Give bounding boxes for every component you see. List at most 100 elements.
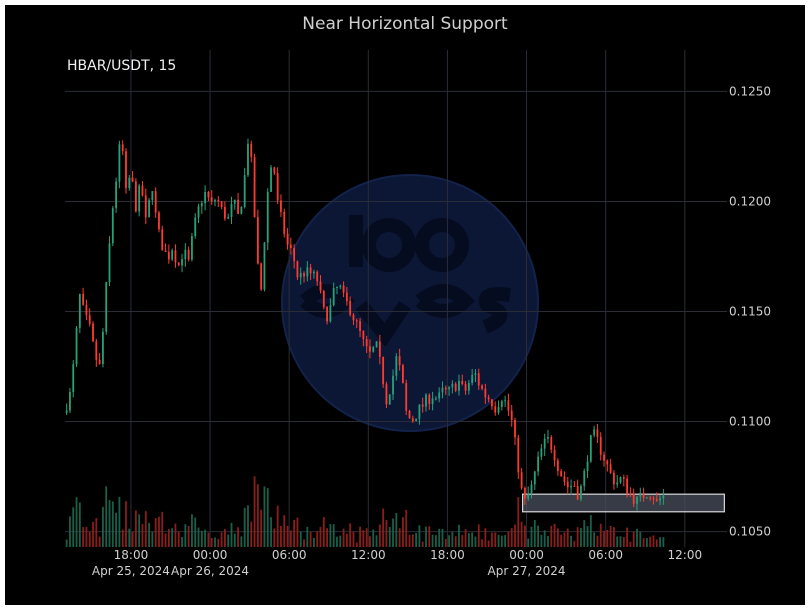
candle-body [98,359,101,365]
volume-bar [263,486,266,547]
volume-bar [167,528,170,547]
volume-bar [230,522,233,547]
candle-body [204,192,207,204]
volume-bar [349,523,352,547]
candle-body [276,173,279,201]
volume-bar [194,517,197,547]
candle-body [655,499,658,501]
candle-body [580,485,582,500]
candle-body [458,380,460,391]
candle-body [583,470,586,486]
candle-body [586,461,589,471]
volume-bar [655,539,658,547]
candle-body [233,199,236,204]
candle-body [105,282,108,332]
candle-body [556,460,559,472]
volume-bar [451,531,454,547]
x-tick-time-label: 12:00 [351,548,386,562]
volume-bar [177,531,180,547]
x-tick-time-label: 06:00 [588,548,623,562]
candle-body [596,429,599,437]
candle-body [514,419,516,438]
volume-bar [128,528,131,547]
volume-bar [626,527,629,547]
volume-bar [632,531,635,547]
volume-bar [85,526,88,547]
candle-body [481,385,483,389]
candle-body [167,251,170,260]
volume-bar [405,509,408,547]
candle-body [402,365,404,384]
candle-body [603,454,605,461]
volume-bar [411,534,414,547]
volume-bar [158,516,160,547]
candle-body [609,464,612,473]
volume-bar [306,526,309,547]
candle-body [240,206,243,214]
candle-body [573,485,576,487]
candle-body [428,394,431,405]
volume-bar [566,528,569,547]
volume-bar [329,524,332,547]
volume-bar [408,535,411,547]
volume-bar [217,539,220,547]
volume-bar [108,500,111,547]
candle-body [316,271,319,282]
volume-bar [227,534,230,547]
candle-body [237,199,239,214]
candle-body [523,487,526,499]
volume-bar [596,535,599,547]
candle-body [72,364,75,393]
support-zone-box [521,493,725,513]
candle-body [385,384,388,405]
volume-bar [458,524,460,547]
volume-bar [454,536,457,547]
x-tick-time-label: 12:00 [668,548,703,562]
candle-body [260,263,263,290]
support-zone-layer [521,493,725,513]
candlestick-chart: 0.1250 0.1200 0.1150 0.1100 0.1050 18:00 Apr … [65,14,771,578]
candle-body [299,273,302,278]
candle-body [164,250,167,252]
volume-bar [273,528,276,547]
volume-bar [88,531,91,547]
y-tick-label: 0.1050 [729,525,771,539]
volume-bar [144,511,147,547]
candle-body [85,304,88,316]
volume-bar [319,526,322,547]
volume-bar [415,532,418,547]
candles-layer [65,138,665,511]
candle-body [599,436,602,455]
volume-bar [563,532,566,547]
y-tick-label: 0.1250 [729,84,771,98]
volume-bar [402,517,404,547]
candle-body [118,144,121,182]
volume-bar [533,519,536,547]
volume-bar [82,527,85,547]
volume-bar [270,517,272,547]
candle-body [355,320,358,322]
candle-body [336,286,338,288]
candle-body [649,497,652,499]
volume-bar [474,536,477,547]
volume-bar [296,517,299,547]
candle-body [626,478,629,494]
candle-body [313,271,315,274]
volume-bar [204,529,207,547]
candle-body [659,498,661,501]
volume-bar [603,530,605,547]
candle-body [570,485,572,488]
volume-bar [161,511,164,547]
x-tick-date-label: Apr 25, 2024 [92,564,170,578]
volume-bar [78,502,81,547]
candle-body [507,400,510,411]
volume-bar [276,505,279,547]
volume-bar [540,534,543,547]
candle-body [418,404,421,419]
volume-bar [95,518,98,547]
watermark-logo [281,174,539,432]
volume-bar [111,501,114,547]
candle-body [408,410,411,419]
candle-body [530,484,533,494]
volume-bar [313,537,315,547]
